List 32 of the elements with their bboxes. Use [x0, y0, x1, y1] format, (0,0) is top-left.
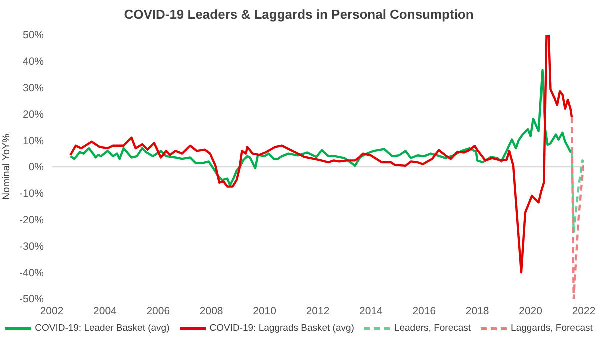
y-tick-label: -30%	[19, 240, 44, 253]
x-tick-label: 2012	[306, 305, 330, 318]
line-series	[570, 116, 584, 299]
legend-label: Leaders, Forecast	[394, 323, 472, 334]
x-tick-label: 2002	[40, 305, 64, 318]
y-tick-label: 40%	[22, 56, 44, 68]
y-tick-label: -10%	[19, 188, 44, 200]
y-tick-label: 20%	[22, 108, 44, 121]
line-series	[70, 35, 574, 274]
x-tick-label: 2006	[146, 305, 170, 318]
x-tick-label: 2004	[94, 305, 118, 318]
y-axis-title: Nominal YoY%	[2, 134, 13, 200]
x-tick-label: 2008	[200, 305, 224, 318]
x-tick-label: 2018	[466, 305, 490, 318]
legend-label: Laggards, Forecast	[511, 323, 593, 334]
x-tick-label: 2022	[572, 305, 596, 318]
x-tick-label: 2020	[519, 305, 543, 318]
y-tick-label: 50%	[22, 30, 44, 42]
x-tick-label: 2010	[253, 305, 277, 318]
legend-label: COVID-19: Laggrads Basket (avg)	[210, 323, 354, 334]
x-tick-label: 2016	[412, 305, 436, 318]
y-tick-label: 30%	[22, 82, 44, 95]
y-tick-label: -20%	[19, 214, 44, 227]
line-series	[70, 69, 574, 187]
y-tick-label: -40%	[19, 267, 44, 280]
chart-title: COVID-19 Leaders & Laggards in Personal Consumption	[123, 6, 475, 24]
line-series	[570, 150, 584, 234]
x-tick-label: 2014	[360, 305, 384, 318]
y-tick-label: 10%	[22, 135, 44, 148]
y-tick-label: -50%	[19, 294, 44, 306]
legend-label: COVID-19: Leader Basket (avg)	[35, 323, 170, 334]
y-tick-label: 0%	[28, 162, 44, 174]
